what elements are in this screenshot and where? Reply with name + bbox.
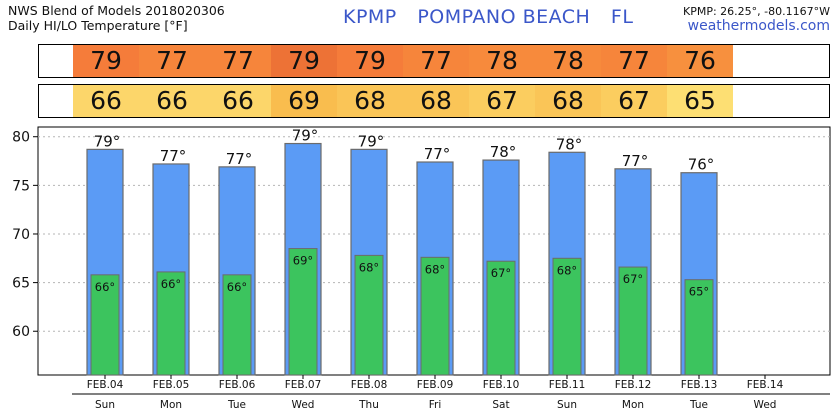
x-day-label: Tue [227, 399, 246, 411]
low-bar-label: 66° [227, 280, 247, 294]
high-bar-label: 76° [688, 156, 715, 174]
site-link[interactable]: weathermodels.com [687, 18, 830, 34]
station-id: KPMP [343, 6, 397, 28]
low-bar [420, 256, 450, 376]
station-state: FL [610, 6, 634, 28]
header-left: NWS Blend of Models 2018020306 Daily HI/… [8, 3, 225, 33]
high-temp-cell: 79 [271, 45, 337, 77]
low-temp-cell: 68 [403, 85, 469, 117]
high-bar-label: 78° [490, 143, 517, 161]
low-temp-cell: 67 [601, 85, 667, 117]
x-day-label: Thu [358, 399, 379, 411]
low-bar-label: 68° [359, 260, 379, 274]
low-bar [90, 274, 120, 376]
low-bar-label: 66° [161, 277, 181, 291]
x-day-label: Mon [622, 399, 644, 411]
x-date-label: FEB.05 [153, 379, 190, 391]
low-temp-cell: 67 [469, 85, 535, 117]
chart-subtitle: Daily HI/LO Temperature [°F] [8, 18, 188, 33]
low-temp-cell: 68 [337, 85, 403, 117]
low-temp-cell: 69 [271, 85, 337, 117]
y-tick-label: 70 [12, 227, 30, 243]
low-temp-cell: 66 [139, 85, 205, 117]
low-temp-row: 66 66 66 69 68 68 67 68 67 65 [38, 84, 830, 118]
x-day-label: Fri [429, 399, 442, 411]
y-tick-label: 80 [12, 130, 30, 146]
header-right: KPMP: 26.25°, -80.1167°W weathermodels.c… [683, 4, 830, 34]
high-bar-label: 79° [292, 127, 319, 145]
low-temp-cell: 65 [667, 85, 733, 117]
high-temp-cell: 76 [667, 45, 733, 77]
low-bar [552, 257, 582, 376]
low-bar [486, 260, 516, 376]
x-date-label: FEB.07 [285, 379, 322, 391]
low-bar-label: 65° [689, 285, 709, 299]
x-day-label: Sat [492, 399, 509, 411]
model-title: NWS Blend of Models 2018020306 [8, 3, 225, 18]
low-bar-label: 66° [95, 280, 115, 294]
high-temp-cell: 77 [601, 45, 667, 77]
y-tick-label: 65 [12, 276, 30, 292]
high-bar-label: 77° [226, 150, 253, 168]
x-date-label: FEB.13 [681, 379, 718, 391]
y-tick-label: 60 [12, 324, 30, 340]
x-day-label: Sun [95, 399, 115, 411]
low-bar-label: 67° [491, 266, 511, 280]
low-bar-label: 67° [623, 272, 643, 286]
high-bar-label: 79° [94, 132, 121, 150]
x-day-label: Tue [689, 399, 708, 411]
x-day-label: Wed [754, 399, 777, 411]
x-day-label: Sun [557, 399, 577, 411]
low-bar [618, 266, 648, 376]
x-day-label: Mon [160, 399, 182, 411]
low-bar-label: 68° [557, 263, 577, 277]
high-temp-cell: 79 [73, 45, 139, 77]
y-tick-label: 75 [12, 178, 30, 194]
high-bar-label: 77° [622, 152, 649, 170]
station-title: KPMP POMPANO BEACH FL [343, 6, 647, 28]
low-temp-cell: 66 [73, 85, 139, 117]
high-temp-cell: 77 [403, 45, 469, 77]
low-bar [156, 271, 186, 376]
x-date-label: FEB.12 [615, 379, 652, 391]
high-temp-cell: 77 [205, 45, 271, 77]
high-bar-label: 77° [160, 147, 187, 165]
low-bar [354, 254, 384, 376]
low-bar-label: 69° [293, 254, 313, 268]
low-bar-label: 68° [425, 262, 445, 276]
x-date-label: FEB.10 [483, 379, 520, 391]
x-date-label: FEB.06 [219, 379, 256, 391]
station-coords: KPMP: 26.25°, -80.1167°W [683, 5, 830, 18]
low-bar [288, 248, 318, 376]
low-bar [684, 279, 714, 376]
x-date-label: FEB.08 [351, 379, 388, 391]
high-temp-cell: 78 [535, 45, 601, 77]
x-date-label: FEB.04 [87, 379, 124, 391]
high-temp-cell: 79 [337, 45, 403, 77]
station-city: POMPANO BEACH [417, 6, 591, 28]
x-date-label: FEB.09 [417, 379, 454, 391]
low-temp-cell: 66 [205, 85, 271, 117]
x-date-label: FEB.14 [747, 379, 784, 391]
high-bar-label: 77° [424, 145, 451, 163]
high-temp-row: 79 77 77 79 79 77 78 78 77 76 [38, 44, 830, 78]
x-date-label: FEB.11 [549, 379, 586, 391]
high-bar-label: 78° [556, 135, 583, 153]
high-temp-cell: 78 [469, 45, 535, 77]
low-temp-cell: 68 [535, 85, 601, 117]
high-temp-cell: 77 [139, 45, 205, 77]
high-bar-label: 79° [358, 132, 385, 150]
x-day-label: Wed [292, 399, 315, 411]
